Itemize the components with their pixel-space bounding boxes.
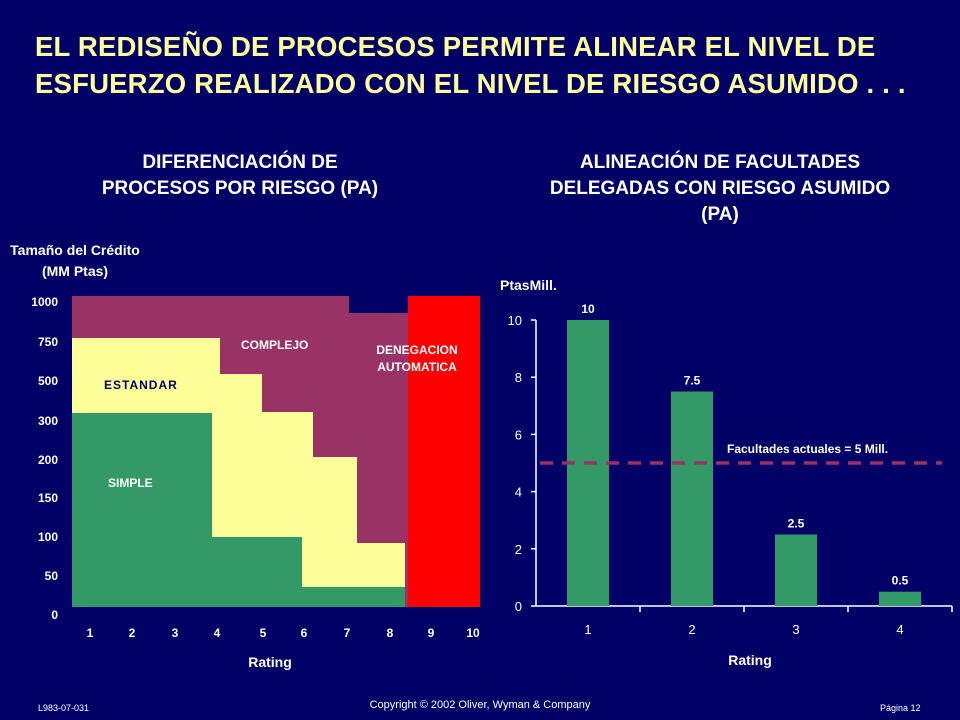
left-y-tick: 100 [37, 530, 58, 544]
region-label-denegacion: DENEGACION AUTOMATICA [352, 342, 482, 376]
region-label-simple: SIMPLE [108, 476, 153, 490]
x-tick-label: 4 [896, 622, 903, 637]
left-x-tick: 7 [343, 626, 351, 640]
x-tick-label: 2 [688, 622, 695, 637]
footer-code: L983-07-031 [38, 703, 90, 713]
left-x-tick: 6 [300, 626, 308, 640]
bar-chart: 0 2 4 6 8 10 10 1 7.5 2 2.5 3 0.5 4 [508, 302, 953, 637]
left-x-tick: 4 [213, 626, 221, 640]
region-label-complejo: COMPLEJO [241, 338, 309, 352]
left-y-axis-title-line-2: (MM Ptas) [41, 263, 109, 279]
region-label-estandar: ESTANDAR [104, 378, 178, 392]
x-tick-label: 3 [792, 622, 799, 637]
right-x-axis-title: Rating [728, 652, 772, 668]
right-subtitle-line-3: (PA) [701, 204, 739, 225]
region-label-denegacion-line-2: AUTOMATICA [377, 360, 457, 374]
y-tick-label: 10 [508, 313, 522, 328]
left-y-tick: 150 [37, 491, 58, 505]
left-x-tick: 9 [427, 626, 435, 640]
left-y-tick: 0 [51, 608, 58, 622]
complejo-region [72, 296, 408, 607]
left-y-tick: 500 [37, 374, 58, 388]
left-y-axis-title-line-1: Tamaño del Crédito [10, 242, 140, 258]
title-line-2: ESFUERZO REALIZADO CON EL NIVEL DE RIESG… [35, 68, 906, 99]
left-subtitle-line-2: PROCESOS POR RIESGO (PA) [101, 178, 379, 199]
data-label: 7.5 [684, 374, 701, 388]
left-y-tick: 50 [44, 569, 58, 583]
y-tick-label: 6 [515, 427, 522, 442]
left-subtitle: DIFERENCIACIÓN DE PROCESOS POR RIESGO (P… [40, 150, 440, 202]
y-tick-label: 4 [515, 485, 522, 500]
right-subtitle-line-2: DELEGADAS CON RIESGO ASUMIDO [549, 178, 891, 199]
left-y-axis-title: Tamaño del Crédito (MM Ptas) [0, 240, 150, 282]
left-subtitle-line-1: DIFERENCIACIÓN DE [142, 152, 338, 173]
region-label-denegacion-line-1: DENEGACION [376, 343, 458, 357]
left-x-tick: 3 [171, 626, 179, 640]
x-tick-label: 1 [584, 622, 591, 637]
simple-region [72, 413, 405, 607]
right-subtitle-line-1: ALINEACIÓN DE FACULTADES [579, 152, 861, 173]
data-label: 10 [581, 302, 595, 316]
bar [879, 591, 921, 606]
bar [775, 534, 817, 606]
data-label: 2.5 [788, 517, 805, 531]
denegacion-region [305, 296, 480, 607]
right-subtitle: ALINEACIÓN DE FACULTADES DELEGADAS CON R… [490, 150, 950, 228]
footer-page: Página 12 [880, 703, 921, 713]
reference-line-label: Facultades actuales = 5 Mill. [727, 442, 889, 456]
left-x-tick: 10 [466, 626, 480, 640]
footer-copyright: Copyright © 2002 Oliver, Wyman & Company [369, 699, 591, 711]
left-y-tick: 300 [37, 414, 58, 428]
left-y-tick: 200 [37, 453, 58, 467]
left-x-tick: 5 [259, 626, 267, 640]
y-tick-label: 8 [515, 370, 522, 385]
right-y-axis-title: PtasMill. [500, 277, 557, 293]
left-y-tick: 1000 [31, 295, 58, 309]
left-x-tick: 1 [86, 626, 94, 640]
data-label: 0.5 [892, 574, 909, 588]
title-line-1: EL REDISEÑO DE PROCESOS PERMITE ALINEAR … [35, 31, 876, 62]
left-x-tick: 2 [128, 626, 136, 640]
y-tick-label: 2 [515, 542, 522, 557]
y-tick-label: 0 [515, 599, 522, 614]
left-y-tick: 750 [37, 335, 58, 349]
left-x-tick: 8 [386, 626, 394, 640]
left-x-axis-title: Rating [248, 654, 292, 670]
bar [671, 391, 713, 606]
page-title: EL REDISEÑO DE PROCESOS PERMITE ALINEAR … [35, 28, 945, 102]
